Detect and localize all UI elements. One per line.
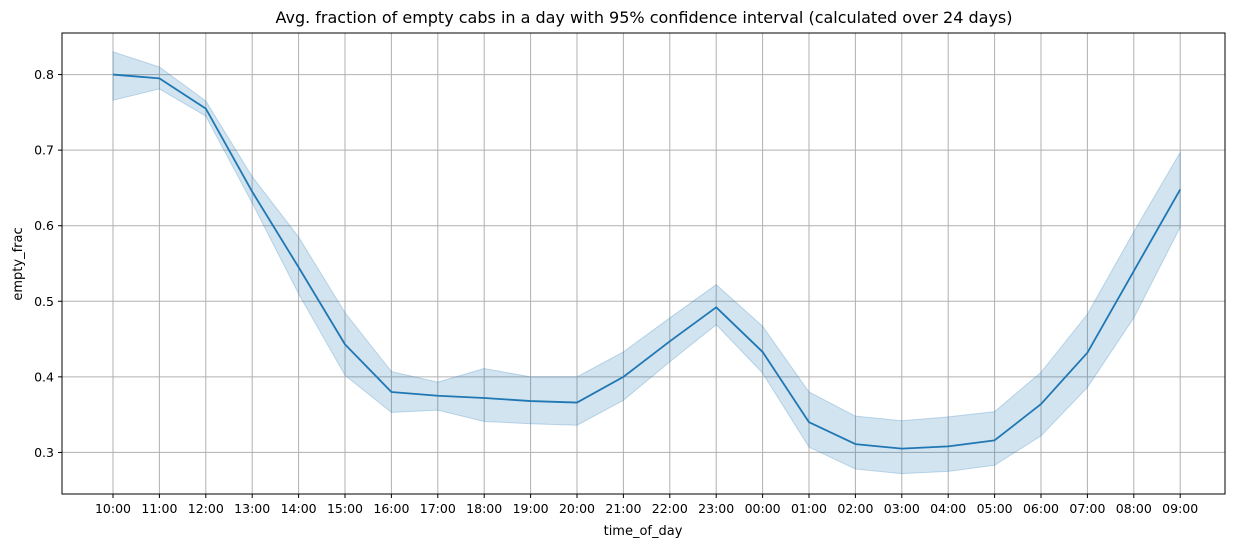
x-tick-label: 19:00: [513, 501, 549, 516]
x-tick-label: 02:00: [837, 501, 873, 516]
y-tick-label: 0.3: [34, 445, 54, 460]
x-tick-label: 09:00: [1162, 501, 1198, 516]
y-tick-label: 0.7: [34, 143, 54, 158]
x-tick-label: 06:00: [1023, 501, 1059, 516]
x-tick-label: 03:00: [884, 501, 920, 516]
x-tick-label: 01:00: [791, 501, 827, 516]
y-axis-title: empty_frac: [11, 227, 26, 300]
y-axis: 0.3 0.4 0.5 0.6 0.7 0.8: [34, 67, 62, 460]
x-tick-label: 14:00: [281, 501, 317, 516]
x-tick-label: 00:00: [745, 501, 781, 516]
y-tick-label: 0.6: [34, 218, 54, 233]
x-tick-label: 07:00: [1069, 501, 1105, 516]
x-tick-label: 08:00: [1116, 501, 1152, 516]
x-tick-label: 21:00: [605, 501, 641, 516]
x-tick-label: 16:00: [373, 501, 409, 516]
x-tick-label: 15:00: [327, 501, 363, 516]
y-tick-label: 0.4: [34, 369, 54, 384]
plot-frame: [61, 32, 1226, 495]
x-tick-label: 10:00: [95, 501, 131, 516]
x-tick-label: 11:00: [141, 501, 177, 516]
x-tick-label: 05:00: [977, 501, 1013, 516]
chart-title: Avg. fraction of empty cabs in a day wit…: [275, 8, 1012, 27]
x-tick-label: 13:00: [234, 501, 270, 516]
x-tick-label: 22:00: [652, 501, 688, 516]
x-tick-label: 23:00: [698, 501, 734, 516]
mean-line: [112, 73, 1181, 450]
x-tick-label: 17:00: [420, 501, 456, 516]
x-axis-title: time_of_day: [604, 524, 683, 539]
x-tick-label: 20:00: [559, 501, 595, 516]
confidence-interval-band: [112, 51, 1181, 475]
grid: [62, 33, 1225, 494]
x-tick-label: 04:00: [930, 501, 966, 516]
y-tick-label: 0.8: [34, 67, 54, 82]
series-line: [112, 73, 1181, 450]
x-tick-label: 12:00: [188, 501, 224, 516]
confidence-band: [112, 51, 1181, 475]
x-axis: 10:00 11:00 12:00 13:00 14:00 15:00 16:00 17:00…: [95, 494, 1198, 516]
y-tick-label: 0.5: [34, 294, 54, 309]
x-tick-label: 18:00: [466, 501, 502, 516]
